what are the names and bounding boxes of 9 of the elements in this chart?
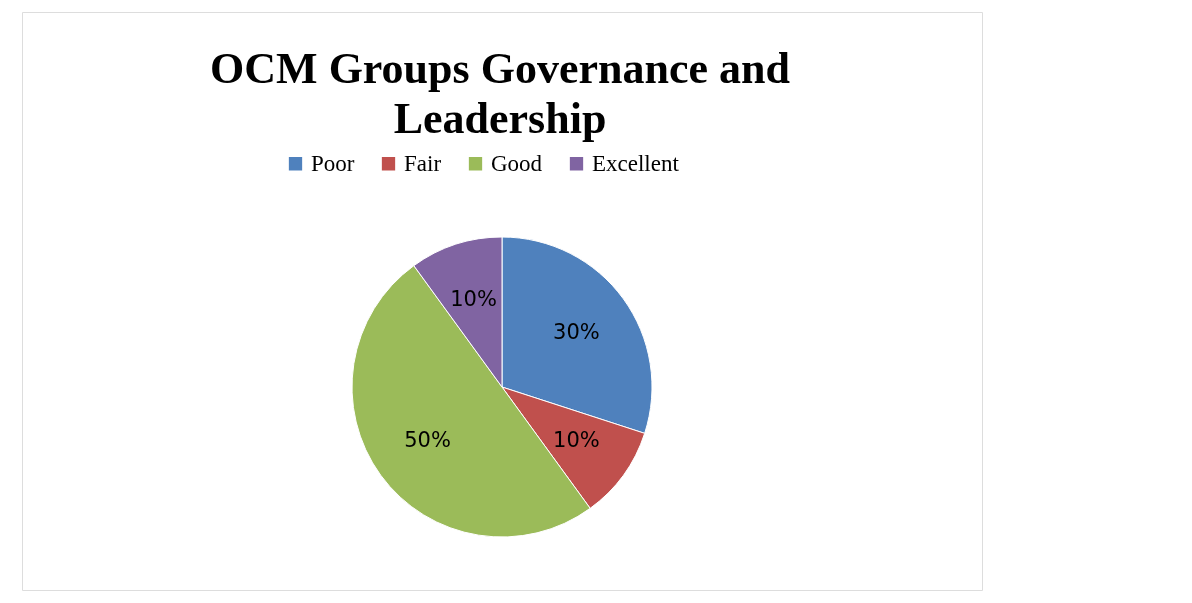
legend-label: Good xyxy=(491,150,543,176)
legend-label: Poor xyxy=(311,150,355,176)
chart-title: OCM Groups Governance and Leadership xyxy=(210,44,790,143)
data-label: 10% xyxy=(450,286,497,311)
data-label: 10% xyxy=(553,428,600,453)
legend-label: Fair xyxy=(404,150,442,176)
data-label: 50% xyxy=(404,428,451,453)
legend-label: Excellent xyxy=(592,150,680,176)
data-label: 30% xyxy=(553,319,600,344)
